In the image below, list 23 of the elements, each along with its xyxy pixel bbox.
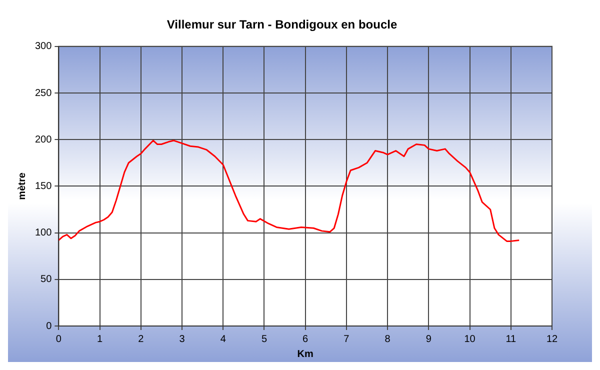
- x-tick-label: 8: [384, 334, 391, 345]
- y-tick-label: 100: [34, 228, 52, 239]
- x-axis-title: Km: [297, 348, 314, 360]
- x-tick-label: 11: [506, 334, 517, 345]
- x-tick-label: 12: [546, 334, 558, 345]
- x-tick-label: 4: [220, 334, 226, 345]
- x-tick-label: 3: [179, 334, 186, 345]
- x-tick-label: 9: [426, 334, 432, 345]
- x-tick-label: 0: [56, 334, 62, 345]
- y-axis-title: mètre: [16, 172, 28, 200]
- y-tick-label: 250: [34, 88, 52, 99]
- x-tick-label: 5: [261, 334, 268, 345]
- y-tick-label: 300: [34, 41, 52, 52]
- x-tick-label: 2: [138, 334, 144, 345]
- x-tick-label: 10: [464, 334, 476, 345]
- x-tick-label: 6: [302, 334, 309, 345]
- x-tick-label: 1: [97, 334, 104, 345]
- y-tick-label: 200: [34, 134, 52, 146]
- y-tick-label: 0: [46, 320, 52, 332]
- x-tick-label: 7: [344, 334, 350, 345]
- chart-title: Villemur sur Tarn - Bondigoux en boucle: [166, 18, 398, 32]
- y-tick-label: 150: [34, 180, 52, 192]
- y-tick-label: 50: [40, 274, 52, 286]
